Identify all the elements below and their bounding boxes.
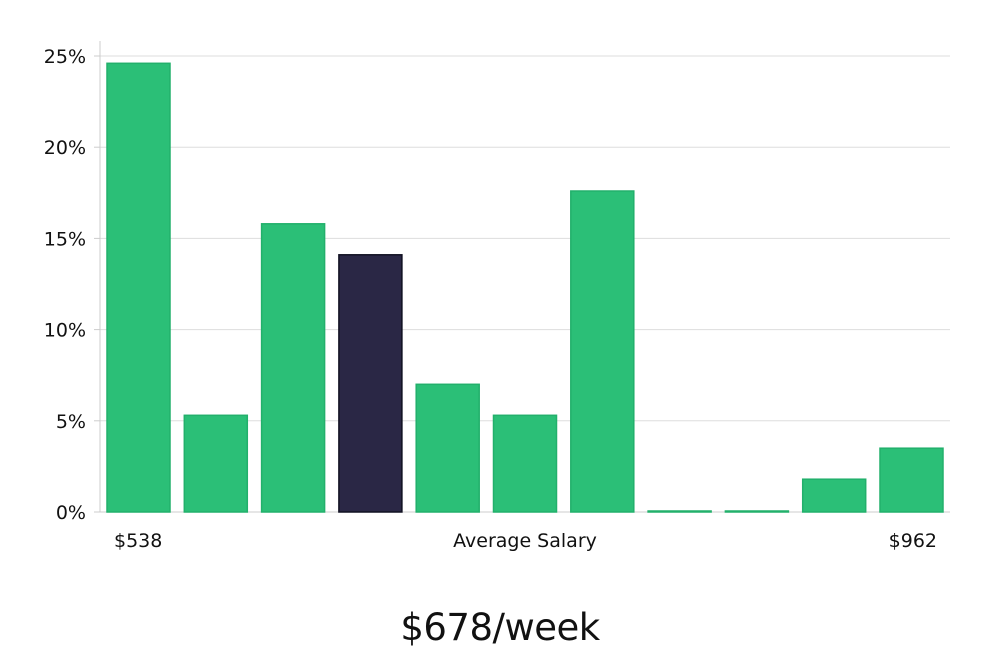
bar (106, 62, 171, 513)
bar (647, 510, 712, 513)
average-salary-headline: $678/week (400, 606, 600, 649)
bar (183, 414, 249, 513)
bar (879, 447, 944, 513)
bar (492, 414, 558, 513)
bar (415, 383, 480, 513)
y-tick-labels: 0% 5% 10% 15% 20% 25% (44, 46, 86, 524)
x-min-label: $538 (114, 530, 162, 552)
y-tick-label: 25% (44, 46, 86, 68)
bars (106, 62, 944, 513)
bar-highlighted (338, 254, 403, 513)
y-tick-label: 0% (56, 502, 86, 524)
y-tick-label: 15% (44, 228, 86, 250)
bar (801, 478, 867, 513)
y-tick-label: 5% (56, 411, 86, 433)
y-tick-label: 20% (44, 137, 86, 159)
y-tick-label: 10% (44, 320, 86, 342)
bar (260, 223, 326, 513)
x-max-label: $962 (889, 530, 937, 552)
salary-histogram: 0% 5% 10% 15% 20% 25% $538 Average Salary $96… (44, 41, 950, 552)
bar (724, 510, 790, 513)
bar (570, 190, 635, 513)
x-axis-label: Average Salary (453, 530, 597, 552)
